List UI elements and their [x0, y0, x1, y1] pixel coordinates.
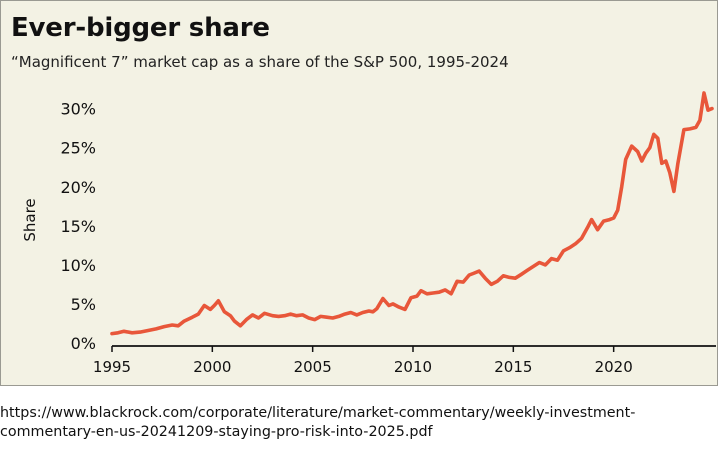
- chart-subtitle: “Magnificent 7” market cap as a share of…: [11, 53, 509, 71]
- series-line: [110, 91, 714, 336]
- x-tick-label: 2020: [595, 358, 633, 376]
- x-tick-label: 2015: [494, 358, 532, 376]
- line-chart: 1995 2000 2005 2010 2015 2020 0% 5% 10% 15% 20% 25%…: [21, 91, 716, 376]
- y-axis-label: Share: [21, 198, 39, 241]
- chart-panel: Ever-bigger share “Magnificent 7” market…: [0, 0, 718, 386]
- x-tick-label: 2000: [193, 358, 231, 376]
- x-tick-label: 2010: [394, 358, 432, 376]
- y-tick-label: 15%: [60, 217, 96, 236]
- x-tick-label: 1995: [93, 358, 131, 376]
- y-tick-label: 20%: [60, 178, 96, 197]
- source-url-line-1: https://www.blackrock.com/corporate/lite…: [0, 405, 636, 421]
- chart-title: Ever-bigger share: [11, 13, 270, 43]
- y-tick-label: 10%: [60, 256, 96, 275]
- y-tick-label: 30%: [60, 100, 96, 119]
- y-tick-label: 0%: [71, 334, 96, 353]
- source-url-line-2: commentary-en-us-20241209-staying-pro-ri…: [0, 424, 433, 440]
- x-tick-label: 2005: [294, 358, 332, 376]
- source-citation: https://www.blackrock.com/corporate/lite…: [0, 404, 718, 442]
- y-tick-label: 25%: [60, 139, 96, 158]
- y-tick-label: 5%: [71, 295, 96, 314]
